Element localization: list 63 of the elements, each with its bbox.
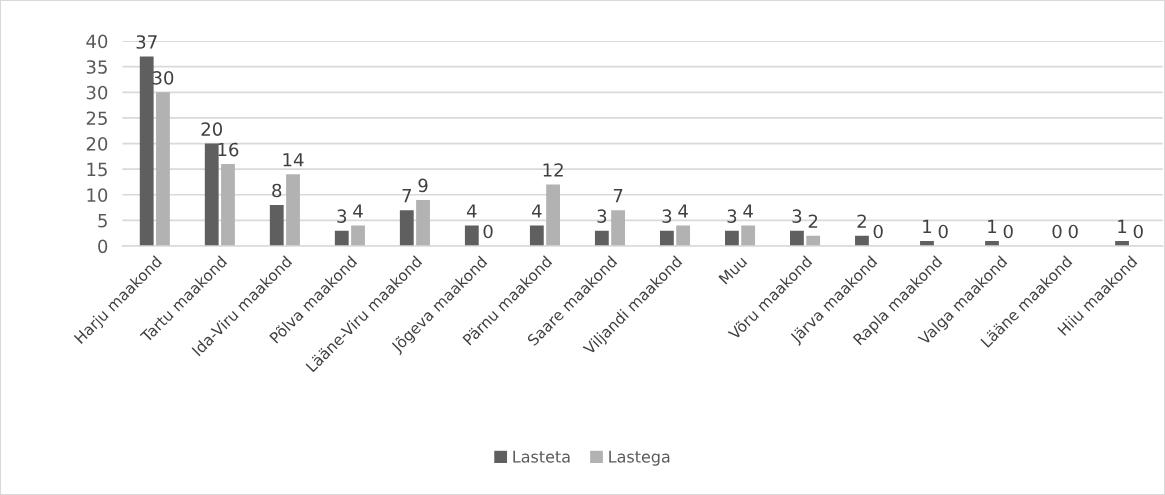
bar (676, 225, 691, 247)
bar (741, 225, 756, 247)
data-label: 7 (613, 189, 623, 203)
data-label: 4 (531, 204, 542, 218)
legend-label: Lastega (609, 450, 670, 466)
bar (529, 225, 544, 247)
data-label: 0 (1133, 224, 1143, 239)
data-label: 0 (1052, 224, 1062, 239)
y-tick-label: 0 (98, 239, 108, 254)
data-label: 0 (938, 224, 948, 239)
data-label: 4 (678, 204, 688, 218)
bar (546, 184, 560, 247)
data-label: 0 (483, 224, 493, 239)
bar (139, 56, 154, 247)
data-label: 3 (597, 209, 607, 223)
data-label: 16 (218, 142, 239, 157)
y-tick-label: 25 (86, 111, 107, 126)
bar (334, 230, 349, 247)
data-label: 4 (743, 204, 753, 218)
bar (659, 230, 674, 247)
y-tick-label: 35 (86, 60, 107, 74)
data-label: 1 (1118, 219, 1127, 233)
data-label: 3 (337, 209, 347, 223)
data-label: 0 (1068, 224, 1078, 239)
bar (221, 164, 235, 247)
data-label: 3 (727, 209, 737, 223)
bar (204, 143, 219, 247)
bar (269, 205, 284, 247)
data-label: 1 (923, 219, 932, 233)
y-tick-label: 20 (86, 137, 108, 151)
bar (464, 225, 479, 247)
y-tick-label: 10 (87, 188, 108, 202)
data-label: 14 (283, 153, 304, 167)
legend-label: Lasteta (513, 450, 570, 463)
data-label: 3 (662, 209, 672, 223)
y-tick-label: 30 (86, 85, 108, 100)
data-label: 8 (272, 183, 282, 198)
data-label: 2 (857, 214, 866, 228)
bar (286, 174, 300, 247)
bar (399, 210, 414, 247)
data-label: 1 (988, 219, 997, 233)
data-label: 20 (201, 122, 223, 136)
data-label: 0 (1003, 224, 1013, 239)
y-tick-label: 5 (98, 214, 107, 228)
bar (156, 92, 170, 247)
data-label: 4 (466, 204, 477, 218)
bar (724, 230, 739, 247)
data-label: 7 (402, 189, 411, 203)
bar (416, 199, 430, 247)
bar (790, 230, 804, 247)
y-tick-label: 40 (86, 34, 108, 49)
data-label: 30 (152, 71, 174, 85)
data-label: 37 (136, 35, 157, 49)
bar (594, 230, 609, 247)
data-label: 9 (418, 178, 428, 193)
data-label: 4 (353, 204, 363, 218)
bar (351, 225, 365, 247)
bar (611, 210, 626, 247)
data-label: 12 (543, 163, 563, 177)
y-tick-label: 15 (87, 162, 107, 177)
data-label: 0 (873, 224, 883, 239)
data-label: 2 (808, 214, 818, 228)
data-label: 3 (792, 209, 802, 223)
